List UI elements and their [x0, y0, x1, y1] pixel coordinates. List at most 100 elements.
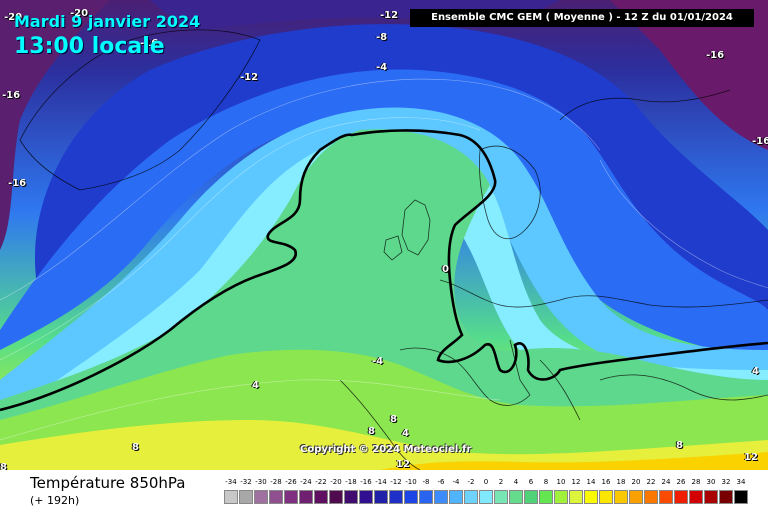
legend-color-cell [704, 490, 718, 504]
legend-color-cell [569, 490, 583, 504]
copyright-notice: Copyright © 2024 Meteociel.fr [300, 444, 472, 455]
band-minus-8 [0, 69, 768, 360]
legend-tick-label: -22 [315, 478, 327, 486]
legend-color-cell [419, 490, 433, 504]
legend-color-cell [629, 490, 643, 504]
legend-tick-label: 10 [556, 478, 566, 486]
isotherm-label: -20 [4, 12, 23, 23]
legend-color-cell [239, 490, 253, 504]
isotherm-label: 8 [132, 442, 139, 453]
footer-bar: Température 850hPa (+ 192h) -34 -32 -30 -28… [0, 470, 768, 512]
band-minus-4 [0, 107, 768, 410]
isotherm-label: -16 [706, 50, 725, 61]
legend-color-cell [479, 490, 493, 504]
legend-color-cell [269, 490, 283, 504]
isotherm-label: -12 [240, 72, 259, 83]
legend-tick-label: 12 [571, 478, 581, 486]
legend-tick-label: 6 [528, 478, 534, 486]
legend-color-cell [434, 490, 448, 504]
legend-tick-label: 4 [513, 478, 519, 486]
legend-color-cell [524, 490, 538, 504]
legend-tick-label: 30 [706, 478, 716, 486]
legend-color-cell [659, 490, 673, 504]
legend-tick-label: 26 [676, 478, 686, 486]
legend-color-cell [539, 490, 553, 504]
isotherm-label: -16 [8, 178, 27, 189]
legend-tick-label: 0 [483, 478, 489, 486]
variable-title: Température 850hPa [30, 474, 186, 492]
legend-color-cell [284, 490, 298, 504]
legend-color-cell [374, 490, 388, 504]
isotherm-label: -16 [2, 90, 21, 101]
legend-color-cell [734, 490, 748, 504]
legend-color-cell [614, 490, 628, 504]
isotherm-label: 4 [402, 428, 409, 439]
isotherm-label: 8 [390, 414, 397, 425]
legend-tick-label: -8 [422, 478, 430, 486]
isotherm-label: -16 [140, 38, 159, 49]
isotherm-label: 8 [368, 426, 375, 437]
isotherm-label: 12 [744, 452, 758, 463]
legend-tick-label: -34 [225, 478, 237, 486]
isotherm-label: 4 [752, 366, 759, 377]
cold-pool-north [150, 0, 560, 30]
legend-color-cell [299, 490, 313, 504]
zero-isotherm [0, 129, 768, 412]
isotherm-label: 8 [676, 440, 683, 451]
forecast-lead-time: (+ 192h) [30, 494, 80, 507]
legend-tick-label: -16 [360, 478, 372, 486]
legend-tick-label: -14 [375, 478, 387, 486]
isotherm-label: -4 [376, 62, 388, 73]
legend-tick-label: -32 [240, 478, 252, 486]
legend-color-cell [359, 490, 373, 504]
isolines [0, 78, 768, 441]
legend-tick-label: -4 [452, 478, 460, 486]
legend-tick-label: 8 [543, 478, 549, 486]
legend-color-cell [449, 490, 463, 504]
legend-color-cell [689, 490, 703, 504]
legend-color-cell [464, 490, 478, 504]
legend-tick-label: 22 [646, 478, 656, 486]
legend-color-cell [599, 490, 613, 504]
legend-color-cell [584, 490, 598, 504]
legend-color-cell [554, 490, 568, 504]
forecast-time: 13:00 locale [14, 34, 165, 59]
legend-tick-label: -12 [390, 478, 402, 486]
legend-color-cell [314, 490, 328, 504]
isotherm-label: -4 [372, 356, 384, 367]
legend-tick-label: 20 [631, 478, 641, 486]
legend-tick-label: 34 [736, 478, 746, 486]
legend-color-cell [644, 490, 658, 504]
legend-color-cell [389, 490, 403, 504]
isotherm-label: 8 [0, 462, 7, 473]
forecast-date: Mardi 9 janvier 2024 [14, 12, 201, 31]
legend-tick-label: -10 [405, 478, 417, 486]
isotherm-label: -20 [70, 8, 89, 19]
legend-color-cell [719, 490, 733, 504]
legend-tick-label: -30 [255, 478, 267, 486]
legend-tick-label: -26 [285, 478, 297, 486]
legend-color-cell [329, 490, 343, 504]
legend-tick-label: 2 [498, 478, 504, 486]
legend-tick-label: 32 [721, 478, 731, 486]
legend-tick-label: 28 [691, 478, 701, 486]
legend-tick-label: -18 [345, 478, 357, 486]
legend-color-cell [674, 490, 688, 504]
isotherm-label: 12 [396, 459, 410, 470]
isotherm-label: 0 [442, 264, 449, 275]
legend-tick-label: 18 [616, 478, 626, 486]
cold-pool-northeast [610, 0, 768, 150]
cold-pool-northwest [0, 0, 110, 250]
isotherm-label: -8 [376, 32, 388, 43]
isotherm-label: 4 [252, 380, 259, 391]
legend-tick-label: -20 [330, 478, 342, 486]
legend-tick-label: 24 [661, 478, 671, 486]
band-plus-8 [0, 420, 768, 470]
legend-tick-label: -6 [437, 478, 445, 486]
legend-color-cell [224, 490, 238, 504]
legend-tick-label: -28 [270, 478, 282, 486]
legend-tick-label: 16 [601, 478, 611, 486]
color-scale-legend: -34 -32 -30 -28 -26 -24 -22 -20 -18 -16 -14 -12 -10-… [224, 478, 752, 508]
legend-tick-label: -2 [467, 478, 475, 486]
